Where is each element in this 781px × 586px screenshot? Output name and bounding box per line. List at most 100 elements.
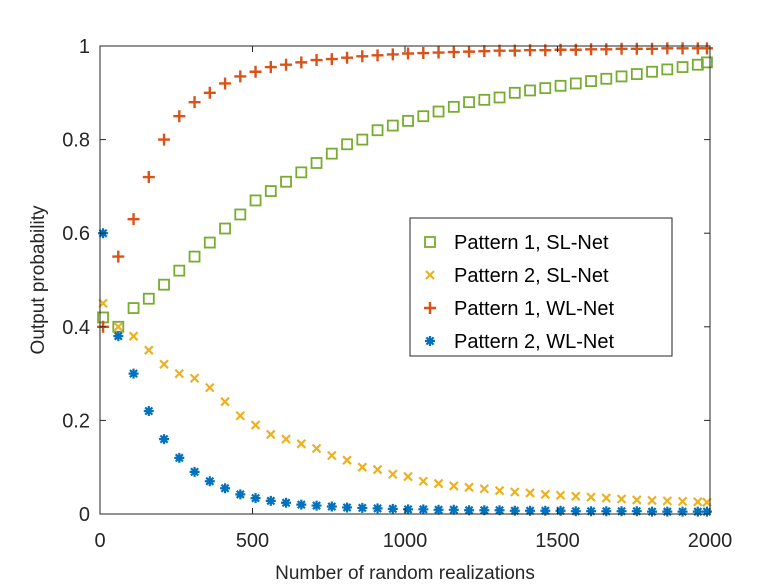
y-tick-label: 0.4 — [62, 317, 90, 339]
data-point — [143, 406, 154, 417]
x-tick-label: 1500 — [535, 530, 580, 552]
data-point — [630, 42, 643, 55]
data-point — [265, 495, 276, 506]
data-point — [615, 42, 628, 55]
data-point — [249, 194, 262, 207]
data-point — [173, 264, 186, 277]
data-point — [447, 46, 460, 59]
data-point — [173, 110, 186, 123]
data-point — [616, 506, 627, 517]
data-point — [235, 410, 246, 421]
data-point — [371, 49, 384, 62]
y-tick-label: 0.8 — [62, 130, 90, 152]
data-point — [280, 58, 293, 71]
data-point — [630, 68, 643, 80]
data-point — [692, 506, 703, 517]
data-point — [540, 489, 551, 500]
data-point — [661, 42, 674, 55]
legend-label: Pattern 1, SL-Net — [454, 232, 609, 254]
legend-label: Pattern 2, SL-Net — [454, 265, 609, 287]
data-point — [600, 43, 613, 56]
x-tick-label: 0 — [94, 530, 105, 552]
data-point — [600, 72, 613, 85]
data-point — [219, 222, 231, 235]
data-point — [188, 96, 201, 109]
data-point — [433, 478, 444, 489]
data-point — [432, 105, 445, 118]
data-point — [586, 492, 596, 502]
data-point — [494, 505, 505, 516]
data-point — [676, 61, 689, 73]
data-point — [464, 482, 474, 493]
data-point — [616, 494, 627, 504]
data-point — [700, 42, 713, 55]
data-point — [326, 501, 337, 512]
data-point — [188, 250, 201, 263]
legend-box — [409, 217, 673, 357]
data-point — [646, 42, 659, 55]
data-point — [356, 133, 369, 146]
data-point — [250, 420, 261, 430]
data-point — [295, 166, 308, 179]
data-point — [631, 506, 642, 517]
x-tick-label: 1000 — [383, 530, 428, 552]
data-point — [174, 368, 185, 379]
data-point — [234, 208, 247, 221]
data-point — [174, 452, 185, 463]
data-point — [647, 495, 657, 506]
data-point — [433, 504, 444, 515]
legend-label: Pattern 1, WL-Net — [454, 298, 615, 320]
legend-marker — [425, 336, 435, 346]
data-point — [220, 483, 231, 494]
data-point — [463, 96, 475, 109]
data-point — [479, 505, 490, 516]
data-point — [525, 505, 536, 516]
data-point — [158, 133, 171, 146]
legend-entry: Pattern 1, WL-Net — [424, 298, 615, 320]
data-point — [311, 443, 322, 454]
data-point — [249, 65, 262, 78]
data-point — [280, 175, 292, 188]
data-point — [417, 110, 430, 123]
data-point — [448, 504, 459, 515]
data-point — [264, 185, 277, 197]
x-tick-label: 2000 — [688, 530, 733, 552]
data-point — [447, 100, 460, 113]
data-point — [701, 56, 713, 69]
data-point — [295, 56, 308, 69]
legend-marker — [424, 236, 436, 248]
data-point — [159, 359, 169, 370]
data-point — [418, 504, 429, 515]
data-point — [493, 91, 506, 104]
data-point — [128, 331, 139, 341]
data-point — [158, 278, 170, 291]
y-tick-label: 0.6 — [62, 223, 90, 245]
data-point — [508, 86, 521, 99]
data-point — [112, 250, 125, 263]
y-axis-label: Output probability — [28, 205, 49, 354]
axis-ticks: 0 500 1000 1500 2000 0 0.2 0.4 0.6 0.8 1 — [62, 36, 732, 552]
legend-entry: Pattern 2, SL-Net — [425, 265, 609, 287]
data-point — [341, 138, 353, 151]
data-point — [203, 86, 216, 99]
legend-marker — [424, 302, 436, 314]
data-marks — [97, 42, 713, 517]
data-point — [586, 506, 597, 517]
data-point — [479, 483, 490, 494]
data-point — [203, 236, 216, 249]
data-point — [463, 45, 476, 58]
data-point — [204, 476, 215, 487]
data-point — [509, 505, 520, 516]
data-point — [585, 75, 597, 87]
data-point — [585, 43, 598, 56]
data-point — [234, 70, 247, 83]
data-point — [357, 502, 368, 513]
data-point — [701, 506, 712, 517]
data-point — [142, 171, 155, 184]
data-point — [386, 119, 399, 132]
data-point — [127, 213, 140, 226]
data-point — [510, 487, 520, 497]
data-point — [478, 93, 491, 106]
data-point — [311, 500, 322, 511]
data-point — [372, 503, 383, 514]
